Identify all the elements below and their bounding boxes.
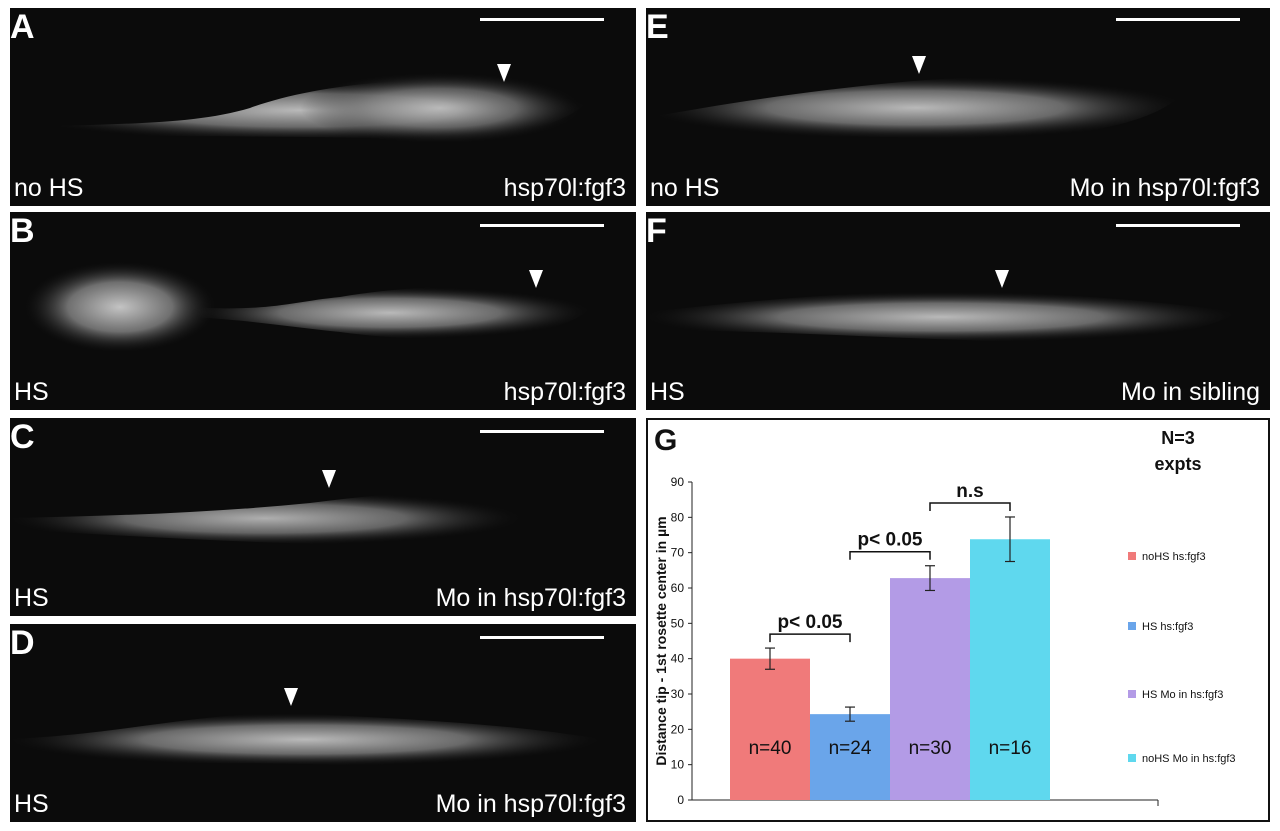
legend-swatch — [1128, 754, 1136, 762]
significance-bracket — [849, 550, 931, 560]
y-tick-label: 50 — [671, 616, 685, 630]
rosette-arrowhead — [529, 270, 543, 288]
condition-label: no HS — [14, 174, 84, 202]
scale-bar — [1116, 18, 1240, 21]
scale-bar — [1116, 224, 1240, 227]
bar-n-label: n=24 — [829, 738, 872, 759]
legend-label: noHS hs:fgf3 — [1142, 551, 1206, 563]
bar-n-label: n=16 — [989, 738, 1032, 759]
genotype-label: Mo in hsp70l:fgf3 — [1069, 174, 1260, 202]
condition-label: HS — [14, 790, 49, 818]
y-tick-label: 40 — [671, 652, 685, 666]
bar — [890, 578, 970, 800]
bar — [810, 714, 890, 800]
rosette-arrowhead — [912, 56, 926, 74]
genotype-label: hsp70l:fgf3 — [503, 378, 626, 406]
bar-chart: 0 10 20 30 40 50 60 70 80 90 Distance tip - 1st ro… — [653, 428, 1236, 807]
microscopy-image — [25, 262, 590, 352]
panel-a: A no HS hsp70l:fgf3 — [10, 8, 636, 206]
panel-b: B HS hsp70l:fgf3 — [10, 212, 636, 410]
y-tick-label: 80 — [671, 510, 685, 524]
rosette-arrowhead — [322, 470, 336, 488]
panel-g-chart: G 0 10 20 30 40 50 60 70 80 90 Distance tip - 1st … — [646, 418, 1270, 822]
significance-label: p< 0.05 — [778, 612, 843, 633]
microscopy-image — [646, 76, 1186, 139]
panel-letter: A — [10, 8, 35, 46]
y-tick-label: 20 — [671, 722, 685, 736]
significance-bracket — [929, 502, 1011, 511]
bar-n-label: n=40 — [749, 738, 792, 759]
condition-label: HS — [650, 378, 685, 406]
scale-bar — [480, 224, 604, 227]
rosette-arrowhead — [284, 688, 298, 706]
y-tick-label: 10 — [671, 758, 685, 772]
significance-bracket — [769, 633, 851, 643]
scale-bar — [480, 430, 604, 433]
condition-label: no HS — [650, 174, 720, 202]
microscopy-image — [646, 291, 1236, 343]
legend-swatch — [1128, 690, 1136, 698]
y-tick-label: 60 — [671, 581, 685, 595]
panel-d: D HS Mo in hsp70l:fgf3 — [10, 624, 636, 822]
experiment-count: N=3 — [1161, 428, 1195, 448]
y-tick-label: 90 — [671, 475, 685, 489]
genotype-label: Mo in hsp70l:fgf3 — [435, 790, 626, 818]
legend-label: HS Mo in hs:fgf3 — [1142, 689, 1223, 701]
panel-letter: B — [10, 212, 35, 250]
panel-letter: C — [10, 418, 35, 456]
microscopy-image — [10, 713, 600, 766]
bar — [970, 539, 1050, 800]
genotype-label: hsp70l:fgf3 — [503, 174, 626, 202]
bar-n-label: n=30 — [909, 738, 952, 759]
rosette-arrowhead — [497, 64, 511, 82]
microscopy-image — [10, 73, 590, 143]
y-tick-label: 70 — [671, 546, 685, 560]
experiment-count-unit: expts — [1154, 454, 1201, 474]
scale-bar — [480, 636, 604, 639]
panel-c: C HS Mo in hsp70l:fgf3 — [10, 418, 636, 616]
microscopy-image — [10, 491, 521, 546]
legend-swatch — [1128, 552, 1136, 560]
y-tick-label: 0 — [677, 793, 684, 807]
panel-letter: G — [654, 424, 678, 457]
panel-letter: E — [646, 8, 669, 46]
legend-swatch — [1128, 622, 1136, 630]
panel-letter: F — [646, 212, 667, 250]
y-tick-label: 30 — [671, 687, 685, 701]
condition-label: HS — [14, 584, 49, 612]
panel-e: E no HS Mo in hsp70l:fgf3 — [646, 8, 1270, 206]
genotype-label: Mo in hsp70l:fgf3 — [435, 584, 626, 612]
panel-letter: D — [10, 624, 35, 662]
significance-label: n.s — [956, 481, 983, 502]
condition-label: HS — [14, 378, 49, 406]
bar — [730, 658, 810, 800]
legend-label: HS hs:fgf3 — [1142, 621, 1193, 633]
rosette-arrowhead — [995, 270, 1009, 288]
y-axis-label: Distance tip - 1st rosette center in µm — [653, 516, 669, 765]
legend-label: noHS Mo in hs:fgf3 — [1142, 753, 1236, 765]
scale-bar — [480, 18, 604, 21]
panel-f: F HS Mo in sibling — [646, 212, 1270, 410]
significance-label: p< 0.05 — [858, 530, 923, 551]
genotype-label: Mo in sibling — [1121, 378, 1260, 406]
